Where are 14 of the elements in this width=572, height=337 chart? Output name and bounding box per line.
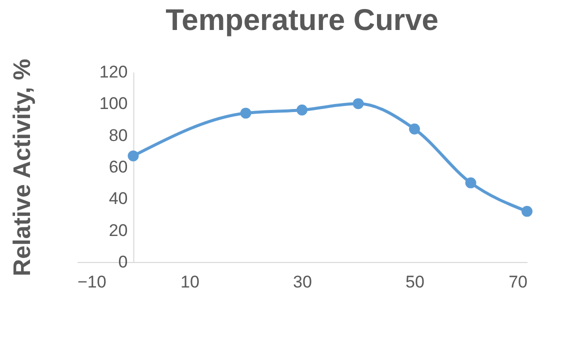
- x-tick-label: 70: [508, 272, 528, 292]
- x-tick-label: 10: [180, 272, 200, 292]
- y-axis-title: Relative Activity, %: [9, 58, 36, 276]
- y-tick-label: 20: [108, 220, 128, 240]
- chart-title: Temperature Curve: [166, 4, 438, 37]
- y-tick-label: 120: [99, 62, 128, 82]
- y-tick-label: 100: [99, 94, 128, 114]
- y-tick-label: 80: [108, 126, 128, 145]
- y-tick-label: 60: [108, 158, 128, 176]
- x-tick-label: 50: [406, 272, 424, 292]
- y-tick-label: 0: [118, 252, 128, 272]
- y-tick-label: 40: [108, 189, 128, 208]
- x-tick-label: 30: [293, 272, 312, 292]
- x-tick-label: −10: [78, 272, 106, 292]
